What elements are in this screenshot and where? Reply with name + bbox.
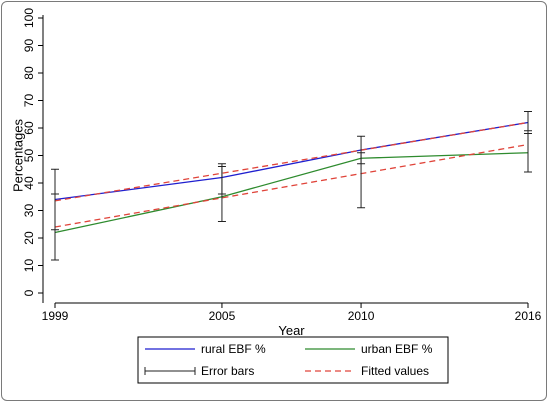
legend-label: Fitted values	[361, 364, 429, 378]
error-bar	[524, 130, 532, 173]
legend-label: Error bars	[201, 364, 254, 378]
y-tick-label: 90	[22, 39, 36, 53]
y-tick-label: 100	[22, 8, 36, 28]
y-tick-label: 10	[22, 259, 36, 273]
y-tick-label: 0	[22, 289, 36, 296]
error-bar	[51, 193, 59, 261]
legend-item: urban EBF %	[305, 342, 433, 356]
x-tick-label: 2016	[515, 309, 542, 323]
x-tick-label: 2005	[209, 309, 236, 323]
legend-item: Fitted values	[305, 364, 429, 378]
legend-item: rural EBF %	[145, 342, 266, 356]
y-tick-label: 30	[22, 204, 36, 218]
axes: 0 10 20 30 40 50 60 70 80 90 100 1999 2005 2010 2016	[22, 8, 541, 323]
errorbar-layer	[51, 111, 532, 261]
legend-box	[137, 336, 449, 384]
y-tick-label: 40	[22, 176, 36, 190]
y-tick-label: 80	[22, 66, 36, 80]
x-axis-title: Year	[278, 323, 305, 338]
legend-label: rural EBF %	[201, 342, 266, 356]
legend-item: Error bars	[144, 364, 254, 378]
legend: rural EBF % urban EBF % Error bars Fitted v…	[137, 336, 449, 384]
series-layer	[54, 121, 529, 234]
series-line-2	[54, 152, 529, 234]
x-tick-label: 1999	[42, 309, 69, 323]
y-tick-label: 50	[22, 149, 36, 163]
fitted-line-2	[54, 143, 529, 228]
y-tick-label: 60	[22, 121, 36, 135]
series-line-1	[54, 121, 529, 201]
y-axis-title: Percentages	[10, 119, 25, 192]
error-bar	[357, 152, 366, 209]
legend-label: urban EBF %	[361, 342, 433, 356]
error-bar	[217, 166, 226, 222]
x-tick-label: 2010	[348, 309, 375, 323]
y-tick-label: 70	[22, 94, 36, 108]
y-tick-label: 20	[22, 231, 36, 245]
